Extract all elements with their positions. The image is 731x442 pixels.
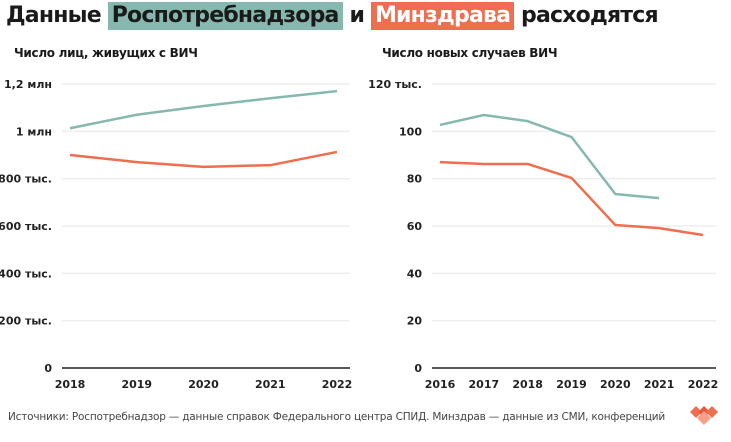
y-tick-label: 400 тыс.: [0, 267, 52, 280]
y-tick-label: 0: [44, 362, 52, 375]
y-tick-label: 1,2 млн: [4, 78, 52, 91]
series-line-rospotreb: [439, 113, 660, 200]
x-tick-label: 2016: [425, 378, 456, 391]
y-tick-label: 100: [399, 125, 422, 138]
y-tick-label: 120 тыс.: [368, 78, 422, 91]
x-tick-label: 2022: [322, 378, 353, 391]
series-line-rospotreb: [69, 89, 338, 130]
x-tick-label: 2019: [121, 378, 152, 391]
legend-minzdrav: Минздрава: [370, 2, 515, 30]
y-tick-label: 200 тыс.: [0, 315, 52, 328]
y-tick-label: 40: [407, 267, 423, 280]
series-line-minzdrav: [69, 150, 338, 169]
y-tick-label: 600 тыс.: [0, 220, 52, 233]
headline-text: расходятся: [521, 3, 659, 28]
series-line-minzdrav: [439, 160, 704, 237]
headline: Данные Роспотребнадзора и Минздрава расх…: [6, 2, 659, 30]
source-note: Источники: Роспотребнадзор — данные спра…: [8, 411, 666, 423]
chart-title-new-cases: Число новых случаев ВИЧ: [382, 46, 558, 60]
legend-rospotreb: Роспотребнадзора: [107, 2, 343, 30]
x-tick-label: 2021: [255, 378, 286, 391]
x-tick-label: 2021: [644, 378, 675, 391]
headline-text: и: [349, 3, 365, 28]
x-tick-label: 2020: [188, 378, 219, 391]
x-tick-label: 2018: [512, 378, 543, 391]
x-tick-label: 2017: [469, 378, 500, 391]
x-tick-label: 2018: [55, 378, 86, 391]
y-tick-label: 800 тыс.: [0, 173, 52, 186]
x-tick-label: 2019: [556, 378, 587, 391]
y-tick-label: 1 млн: [16, 125, 52, 138]
y-tick-label: 20: [407, 315, 423, 328]
logo-icon: [690, 406, 718, 425]
x-tick-label: 2022: [688, 378, 719, 391]
chart-title-living: Число лиц, живущих с ВИЧ: [14, 46, 198, 60]
y-tick-label: 0: [414, 362, 422, 375]
headline-text: Данные: [6, 3, 102, 28]
x-tick-label: 2020: [600, 378, 631, 391]
y-tick-label: 80: [407, 173, 423, 186]
y-tick-label: 60: [407, 220, 423, 233]
